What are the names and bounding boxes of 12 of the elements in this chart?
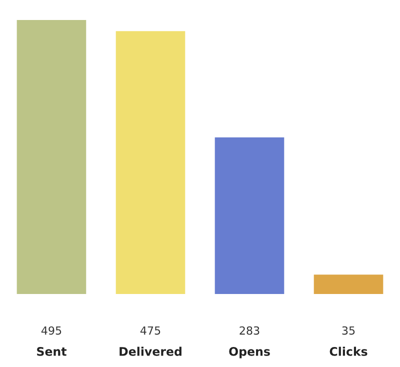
x-tick-label: Delivered	[120, 346, 182, 356]
data-label: 35	[342, 326, 355, 335]
bar	[314, 274, 384, 294]
bar	[116, 31, 186, 294]
x-tick-label: Sent	[37, 346, 66, 356]
x-tick-label: Opens	[229, 346, 270, 358]
data-label: 495	[41, 326, 62, 335]
bar	[214, 137, 284, 294]
data-label: 475	[140, 326, 160, 335]
data-label: 283	[240, 326, 260, 335]
x-tick-label: Clicks	[330, 346, 368, 356]
bar	[16, 20, 86, 294]
